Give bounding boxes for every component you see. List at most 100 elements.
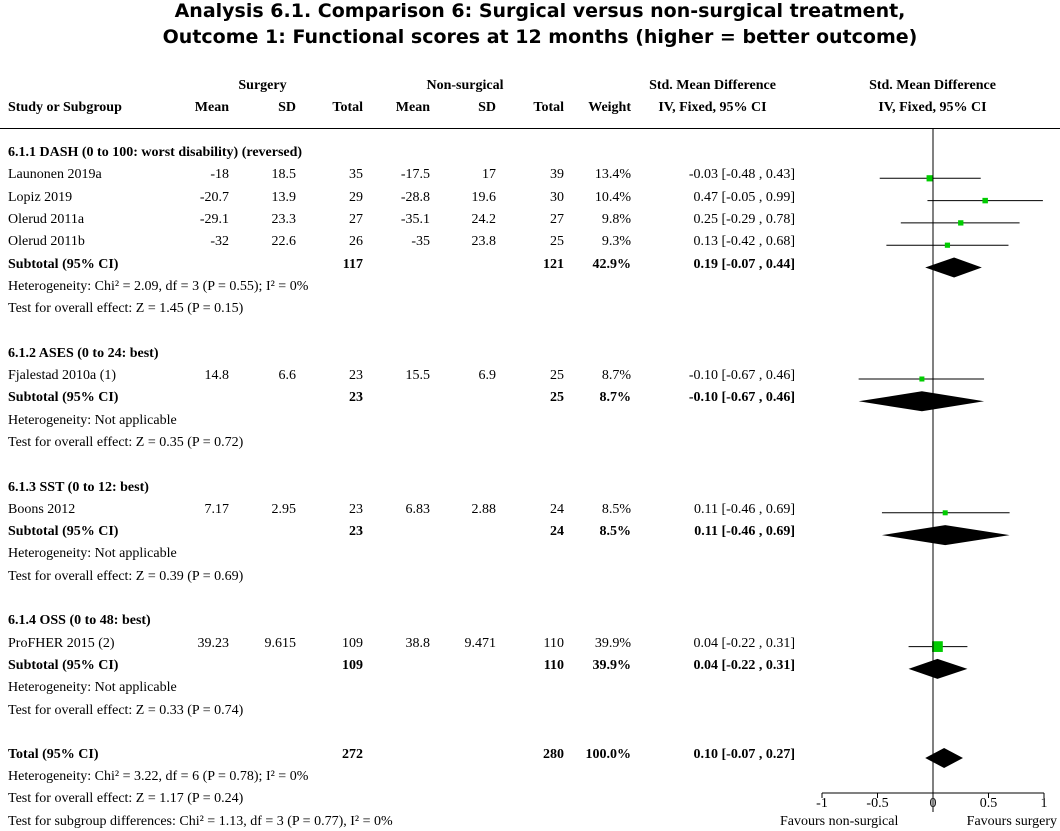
study-marker [958,220,964,226]
nonsurgical-total: 27 [550,211,564,227]
x-axis-tick-label: -1 [816,796,828,811]
subtotal-weight: 8.5% [599,524,632,540]
surgery-mean: 39.23 [197,635,230,651]
header-nonsurgical-sd: SD [478,100,496,115]
study-name: Launonen 2019a [8,167,102,183]
subgroup-heading: 6.1.1 DASH (0 to 100: worst disability) … [8,145,303,160]
nonsurgical-mean: 38.8 [405,635,431,651]
subtotal-ci: 0.04 [-0.22 , 0.31] [693,657,796,673]
nonsurgical-total: 24 [550,501,564,517]
heterogeneity-text: Heterogeneity: Not applicable [8,412,177,428]
heterogeneity-text: Heterogeneity: Not applicable [8,546,177,562]
subgroup-heading: 6.1.2 ASES (0 to 24: best) [8,345,159,361]
favours-left-label: Favours non-surgical [780,814,899,829]
overall-effect-text: Test for overall effect: Z = 1.45 (P = 0… [8,301,244,317]
study-ci: 0.25 [-0.29 , 0.78] [693,211,796,227]
subtotal-diamond [881,525,1010,546]
nonsurgical-total: 110 [543,635,564,651]
subtotal-nonsurgical-total: 24 [550,524,564,540]
nonsurgical-total: 25 [550,234,564,250]
surgery-sd: 9.615 [264,635,297,651]
subtotal-surgery-total: 23 [349,524,363,540]
header-plot-method: IV, Fixed, 95% CI [878,100,987,115]
surgery-mean: -18 [210,167,229,183]
subtotal-weight: 42.9% [592,256,632,272]
nonsurgical-mean: -35 [411,234,430,250]
study-name: Olerud 2011a [8,211,85,227]
nonsurgical-sd: 23.8 [471,234,497,250]
total-ci: 0.10 [-0.07 , 0.27] [693,747,796,762]
study-weight: 8.5% [601,501,631,517]
study-weight: 39.9% [594,635,631,651]
subtotal-label: Subtotal (95% CI) [8,390,119,406]
study-marker [919,376,925,382]
surgery-mean: -20.7 [199,189,229,205]
header-smd-method: IV, Fixed, 95% CI [658,100,767,115]
subgroup-heading: 6.1.3 SST (0 to 12: best) [8,479,149,495]
study-ci: 0.47 [-0.05 , 0.99] [693,189,796,205]
x-axis-tick-label: -0.5 [866,796,889,811]
study-marker [926,175,933,182]
study-ci: -0.03 [-0.48 , 0.43] [688,167,795,183]
title-line-2: Outcome 1: Functional scores at 12 month… [162,26,918,48]
nonsurgical-total: 25 [550,368,564,383]
heterogeneity-text: Heterogeneity: Chi² = 2.09, df = 3 (P = … [8,278,309,294]
subtotal-label: Subtotal (95% CI) [8,524,119,540]
study-ci: 0.04 [-0.22 , 0.31] [693,635,796,651]
surgery-mean: 14.8 [204,368,230,383]
study-weight: 10.4% [594,189,631,205]
nonsurgical-mean: -17.5 [400,167,430,183]
subtotal-ci: 0.19 [-0.07 , 0.44] [693,256,796,272]
nonsurgical-mean: 6.83 [405,501,431,517]
surgery-total: 29 [349,189,363,205]
total-diamond [925,748,963,768]
heterogeneity-text: Heterogeneity: Not applicable [8,680,177,696]
x-axis-tick-label: 0.5 [979,796,998,811]
header-surgery-sd: SD [278,100,296,115]
surgery-mean: 7.17 [204,501,230,517]
subtotal-diamond [858,391,985,412]
overall-effect-text: Test for overall effect: Z = 0.33 (P = 0… [8,702,244,718]
subtotal-surgery-total: 117 [342,256,363,272]
nonsurgical-mean: -28.8 [400,189,430,205]
surgery-sd: 23.3 [271,211,297,227]
header-weight: Weight [588,100,631,115]
nonsurgical-sd: 17 [482,167,496,183]
subgroup-heading: 6.1.4 OSS (0 to 48: best) [8,613,151,629]
study-name: Lopiz 2019 [8,189,73,205]
study-weight: 9.3% [601,234,631,250]
subtotal-diamond [908,658,968,679]
subtotal-weight: 39.9% [592,657,632,673]
surgery-sd: 13.9 [271,189,297,205]
surgery-mean: -29.1 [199,211,229,227]
x-axis-tick-label: 1 [1040,796,1048,811]
header-nonsurgical-group: Non-surgical [426,78,504,93]
header-smd-label: Std. Mean Difference [649,78,776,93]
overall-effect-text: Test for overall effect: Z = 0.35 (P = 0… [8,434,244,450]
subtotal-label: Subtotal (95% CI) [8,657,119,673]
study-ci: -0.10 [-0.67 , 0.46] [688,368,795,383]
nonsurgical-mean: 15.5 [405,368,431,383]
surgery-total: 109 [342,635,363,651]
title-line-1: Analysis 6.1. Comparison 6: Surgical ver… [174,0,906,22]
header-study: Study or Subgroup [8,100,122,115]
subtotal-nonsurgical-total: 25 [550,390,564,406]
study-weight: 13.4% [594,167,631,183]
subtotal-nonsurgical-total: 110 [543,657,564,673]
footer-stat-text: Test for overall effect: Z = 1.17 (P = 0… [8,791,244,807]
nonsurgical-total: 39 [550,167,564,183]
surgery-total: 26 [349,234,363,250]
subtotal-diamond [925,257,982,278]
subtotal-ci: -0.10 [-0.67 , 0.46] [688,390,795,406]
study-marker [942,510,948,516]
footer-stat-text: Heterogeneity: Chi² = 3.22, df = 6 (P = … [8,769,309,784]
subtotal-weight: 8.7% [599,390,632,406]
study-marker [982,197,988,204]
subtotal-label: Subtotal (95% CI) [8,256,119,272]
footer-stat-text: Test for subgroup differences: Chi² = 1.… [8,813,393,829]
header-rule [0,128,1060,129]
surgery-sd: 6.6 [278,368,297,383]
surgery-mean: -32 [210,234,229,250]
surgery-total: 23 [349,368,363,383]
